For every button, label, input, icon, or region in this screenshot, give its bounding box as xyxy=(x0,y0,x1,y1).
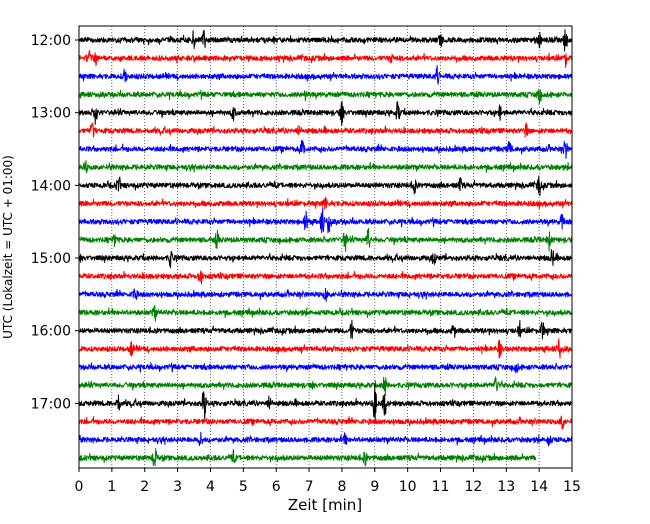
x-tick-label: 13 xyxy=(497,479,515,495)
trace-line xyxy=(78,338,573,359)
x-tick-label: 2 xyxy=(140,479,149,495)
y-axis: 12:00 13:00 14:00 15:00 16:00 17:00 xyxy=(31,33,79,412)
y-tick-label: 14:00 xyxy=(31,178,71,194)
x-tick-label: 6 xyxy=(272,479,281,495)
trace-line xyxy=(78,100,573,126)
y-tick-label: 16:00 xyxy=(31,324,71,340)
trace-line xyxy=(78,447,537,467)
trace-line xyxy=(78,415,573,430)
x-tick-label: 11 xyxy=(432,479,450,495)
trace-line xyxy=(78,383,573,423)
y-tick-label: 13:00 xyxy=(31,106,71,122)
trace-line xyxy=(78,376,573,397)
trace-line xyxy=(78,431,573,447)
trace-line xyxy=(78,29,573,52)
trace-line xyxy=(78,140,573,160)
trace-line xyxy=(78,207,573,234)
trace-line xyxy=(78,362,573,374)
x-axis: 0 1 2 3 4 5 6 7 8 9 10 11 12 13 14 15 xyxy=(75,468,581,495)
x-tick-label: 5 xyxy=(239,479,248,495)
y-axis-label: UTC (Lokalzeit = UTC + 01:00) xyxy=(1,155,15,339)
y-tick-label: 15:00 xyxy=(31,251,71,267)
x-tick-label: 14 xyxy=(530,479,548,495)
x-tick-label: 7 xyxy=(305,479,314,495)
trace-line xyxy=(78,287,573,302)
y-tick-label: 12:00 xyxy=(31,33,71,49)
trace-line xyxy=(78,304,573,322)
x-tick-label: 0 xyxy=(75,479,84,495)
trace-line xyxy=(78,227,573,252)
y-tick-label: 17:00 xyxy=(31,396,71,412)
trace-line xyxy=(78,50,573,69)
trace-line xyxy=(78,122,573,138)
trace-line xyxy=(78,160,573,174)
x-tick-label: 3 xyxy=(173,479,182,495)
x-tick-label: 9 xyxy=(370,479,379,495)
x-tick-label: 15 xyxy=(563,479,581,495)
x-tick-label: 8 xyxy=(337,479,346,495)
trace-line xyxy=(78,196,573,210)
x-tick-label: 12 xyxy=(464,479,482,495)
trace-line xyxy=(78,175,573,197)
traces-layer xyxy=(78,29,573,467)
trace-line xyxy=(78,319,573,340)
trace-line xyxy=(78,248,573,269)
plot-frame xyxy=(78,25,573,469)
trace-line xyxy=(78,65,573,85)
trace-line xyxy=(78,88,573,105)
trace-line xyxy=(78,270,573,285)
x-axis-label: Zeit [min] xyxy=(288,496,362,514)
x-tick-label: 10 xyxy=(399,479,417,495)
x-tick-label: 4 xyxy=(206,479,215,495)
x-tick-label: 1 xyxy=(107,479,116,495)
